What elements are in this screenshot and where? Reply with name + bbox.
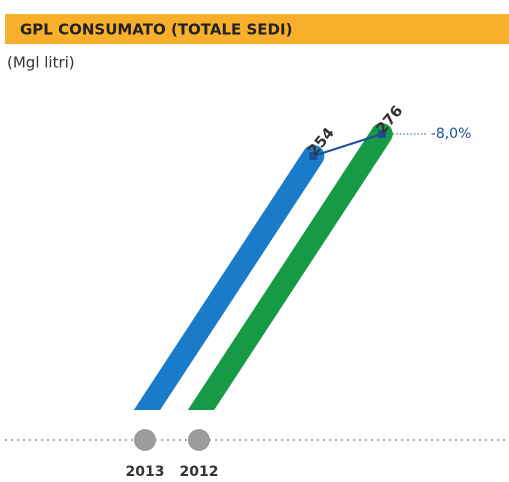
chart-title: GPL CONSUMATO (TOTALE SEDI) — [20, 21, 292, 39]
category-dot — [188, 429, 210, 451]
category-dot — [134, 429, 156, 451]
value-marker — [309, 152, 318, 160]
bars — [133, 123, 393, 410]
connector — [313, 133, 383, 157]
x-tick-label: 2012 — [180, 464, 219, 480]
bar — [187, 123, 393, 410]
title-band — [5, 14, 509, 44]
annotation: -8,0% — [431, 126, 472, 142]
value-marker — [377, 130, 386, 138]
bar — [133, 145, 325, 410]
x-tick-label: 2013 — [126, 464, 165, 480]
chart-subtitle: (Mgl litri) — [7, 54, 75, 72]
